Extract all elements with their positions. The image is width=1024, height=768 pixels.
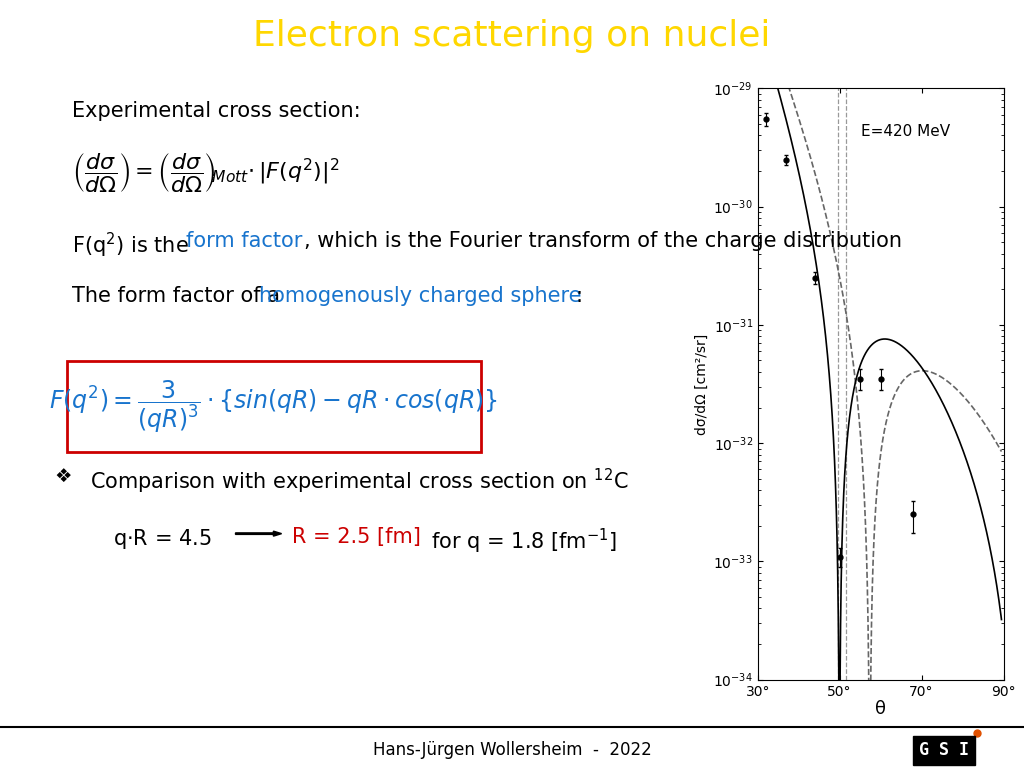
Text: Experimental cross section:: Experimental cross section: — [72, 101, 360, 121]
Text: form factor: form factor — [186, 231, 303, 251]
Text: $\left(\dfrac{d\sigma}{d\Omega}\right) = \left(\dfrac{d\sigma}{d\Omega}\right)_{: $\left(\dfrac{d\sigma}{d\Omega}\right) =… — [72, 151, 339, 194]
Text: q$\cdot$R = 4.5: q$\cdot$R = 4.5 — [113, 527, 211, 551]
Text: for q = 1.8 [fm$^{-1}$]: for q = 1.8 [fm$^{-1}$] — [425, 527, 616, 556]
Bar — [67, 362, 481, 452]
X-axis label: θ: θ — [876, 700, 886, 718]
FancyArrow shape — [236, 531, 282, 536]
Text: G S I: G S I — [920, 741, 969, 760]
Text: , which is the Fourier transform of the charge distribution: , which is the Fourier transform of the … — [304, 231, 902, 251]
Y-axis label: dσ/dΩ [cm²/sr]: dσ/dΩ [cm²/sr] — [695, 333, 709, 435]
Text: Electron scattering on nuclei: Electron scattering on nuclei — [253, 19, 771, 53]
Text: F(q$^2$) is the: F(q$^2$) is the — [72, 231, 189, 260]
Text: Comparison with experimental cross section on $^{12}$C: Comparison with experimental cross secti… — [90, 466, 629, 495]
Text: The form factor of a: The form factor of a — [72, 286, 287, 306]
Text: ❖: ❖ — [54, 466, 72, 485]
Text: $F(q^2) = \dfrac{3}{(qR)^3} \cdot \{sin(qR) - qR \cdot cos(qR)\}$: $F(q^2) = \dfrac{3}{(qR)^3} \cdot \{sin(… — [49, 378, 499, 435]
Text: Hans-Jürgen Wollersheim  -  2022: Hans-Jürgen Wollersheim - 2022 — [373, 741, 651, 760]
Text: homogenously charged sphere: homogenously charged sphere — [259, 286, 582, 306]
Text: E=420 MeV: E=420 MeV — [861, 124, 950, 139]
Text: :: : — [575, 286, 583, 306]
Text: R = 2.5 [fm]: R = 2.5 [fm] — [292, 527, 421, 547]
